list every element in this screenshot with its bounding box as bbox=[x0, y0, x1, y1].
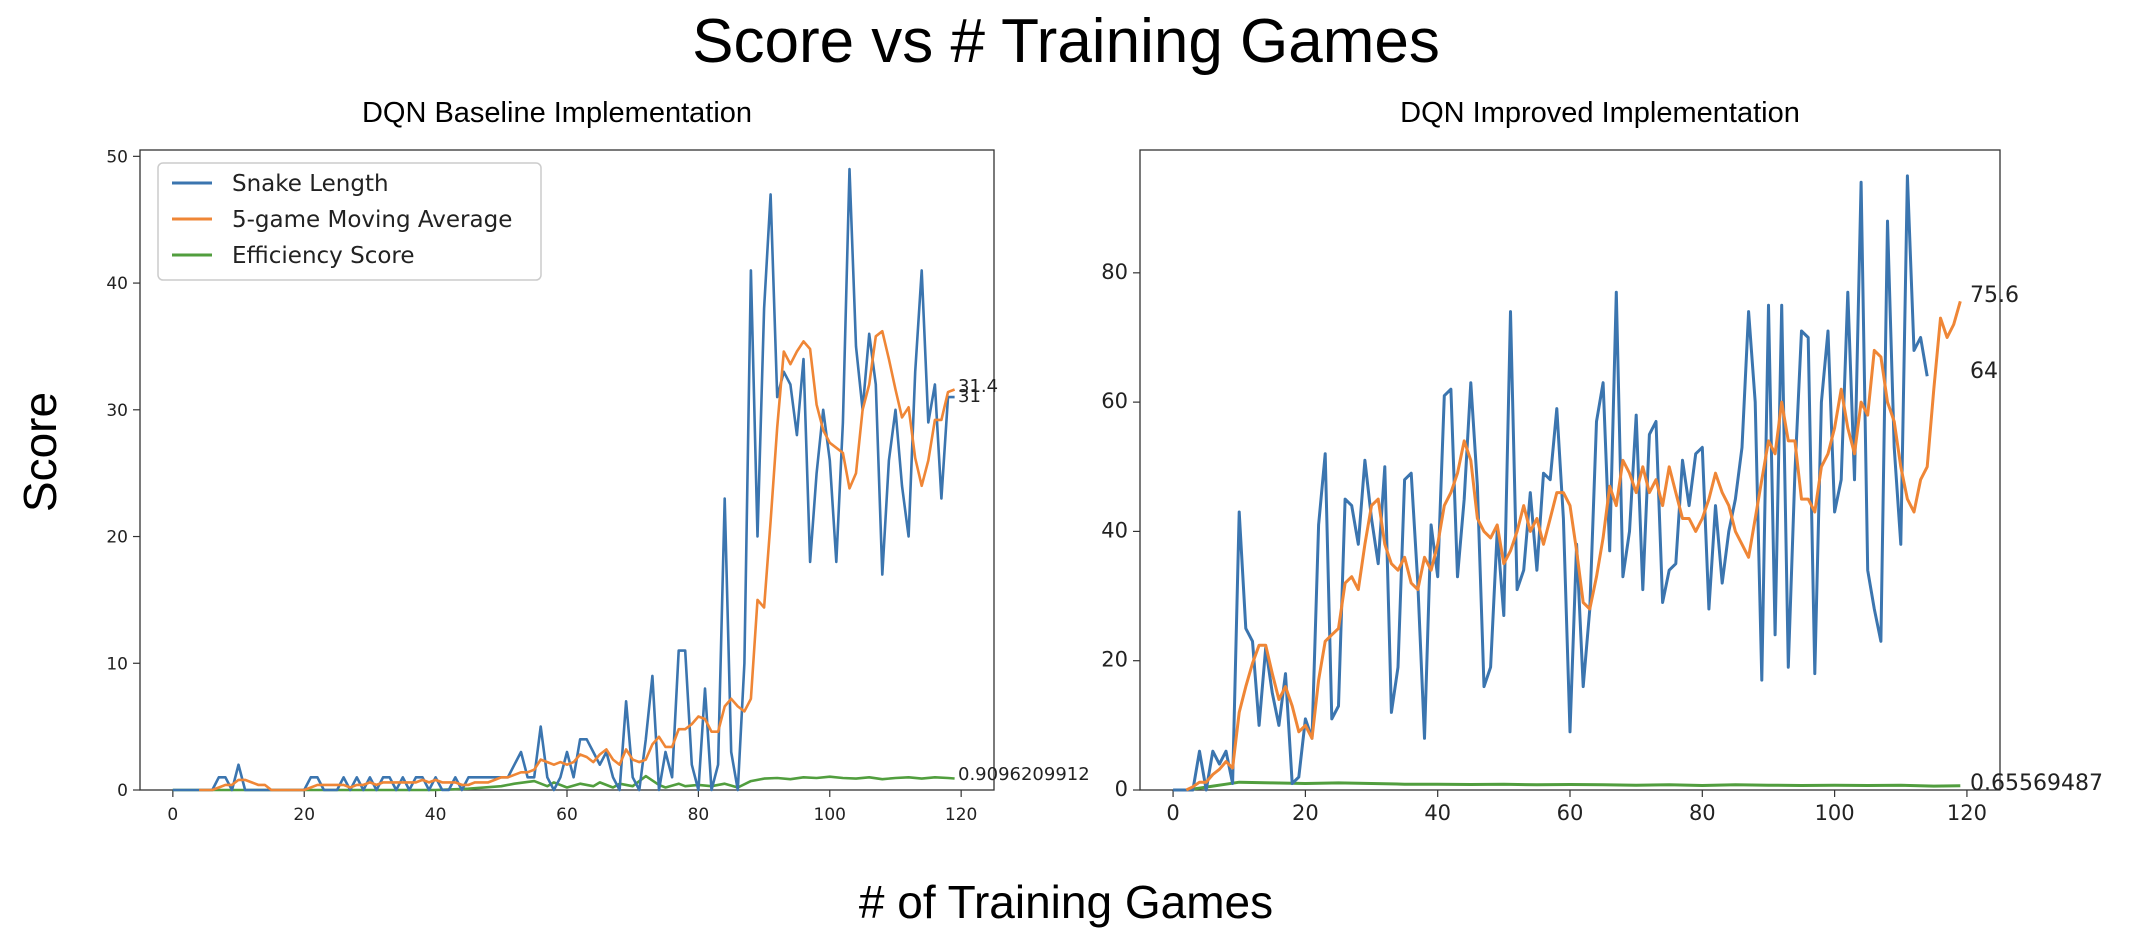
y-tick-label: 20 bbox=[106, 528, 128, 548]
end-label-avg-baseline: 31.4 bbox=[958, 376, 998, 397]
x-tick-label: 40 bbox=[1424, 801, 1451, 825]
x-tick-label: 100 bbox=[814, 805, 846, 825]
end-label-snake-improved: 64 bbox=[1970, 359, 1998, 384]
figure-title: Score vs # Training Games bbox=[692, 7, 1440, 76]
x-tick-label: 80 bbox=[1689, 801, 1716, 825]
end-label-eff-improved: 0.65569487 bbox=[1970, 771, 2103, 796]
x-tick-label: 60 bbox=[1557, 801, 1584, 825]
legend-label-avg: 5-game Moving Average bbox=[232, 207, 512, 233]
y-tick-label: 20 bbox=[1101, 648, 1128, 672]
x-tick-label: 0 bbox=[1166, 801, 1179, 825]
series-line-avg-improved bbox=[1185, 300, 1962, 792]
figure-x-label: # of Training Games bbox=[858, 876, 1274, 928]
series-line-avg-baseline bbox=[199, 329, 956, 792]
series-line-eff-baseline bbox=[172, 774, 955, 792]
y-tick-label: 10 bbox=[106, 654, 128, 674]
end-label-avg-improved: 75.6 bbox=[1970, 283, 2019, 308]
x-tick-label: 100 bbox=[1815, 801, 1855, 825]
x-tick-label: 0 bbox=[167, 805, 178, 825]
series-line-snake-improved bbox=[1173, 174, 1929, 792]
y-tick-label: 50 bbox=[106, 147, 128, 167]
panel-baseline-title: DQN Baseline Implementation bbox=[362, 97, 752, 129]
x-tick-label: 80 bbox=[688, 805, 710, 825]
x-tick-label: 20 bbox=[1292, 801, 1319, 825]
legend: Snake Length 5-game Moving Average Effic… bbox=[157, 162, 542, 281]
y-tick-label: 30 bbox=[106, 401, 128, 421]
series-line-eff-improved bbox=[1186, 780, 1961, 792]
y-tick-label: 0 bbox=[117, 781, 128, 801]
x-tick-label: 120 bbox=[1947, 801, 1987, 825]
y-tick-label: 80 bbox=[1101, 260, 1128, 284]
x-tick-label: 120 bbox=[945, 805, 977, 825]
x-tick-label: 60 bbox=[556, 805, 578, 825]
end-label-eff-baseline: 0.9096209912 bbox=[958, 764, 1090, 785]
legend-label-snake: Snake Length bbox=[232, 171, 389, 197]
y-tick-label: 40 bbox=[106, 274, 128, 294]
y-tick-label: 0 bbox=[1115, 777, 1128, 801]
legend-box bbox=[157, 162, 542, 281]
panel-baseline: DQN Baseline Implementation 0 20 40 60 80 100… bbox=[106, 97, 1089, 825]
y-tick-label: 40 bbox=[1101, 518, 1128, 542]
panel-improved-title: DQN Improved Implementation bbox=[1400, 97, 1800, 129]
end-label-snake-baseline: 31 bbox=[958, 386, 981, 407]
x-tick-label: 20 bbox=[293, 805, 315, 825]
legend-label-eff: Efficiency Score bbox=[232, 243, 415, 269]
panel-improved: DQN Improved Implementation 0 20 40 60 80 100… bbox=[1101, 97, 2103, 825]
x-tick-label: 40 bbox=[425, 805, 447, 825]
y-tick-label: 60 bbox=[1101, 389, 1128, 413]
